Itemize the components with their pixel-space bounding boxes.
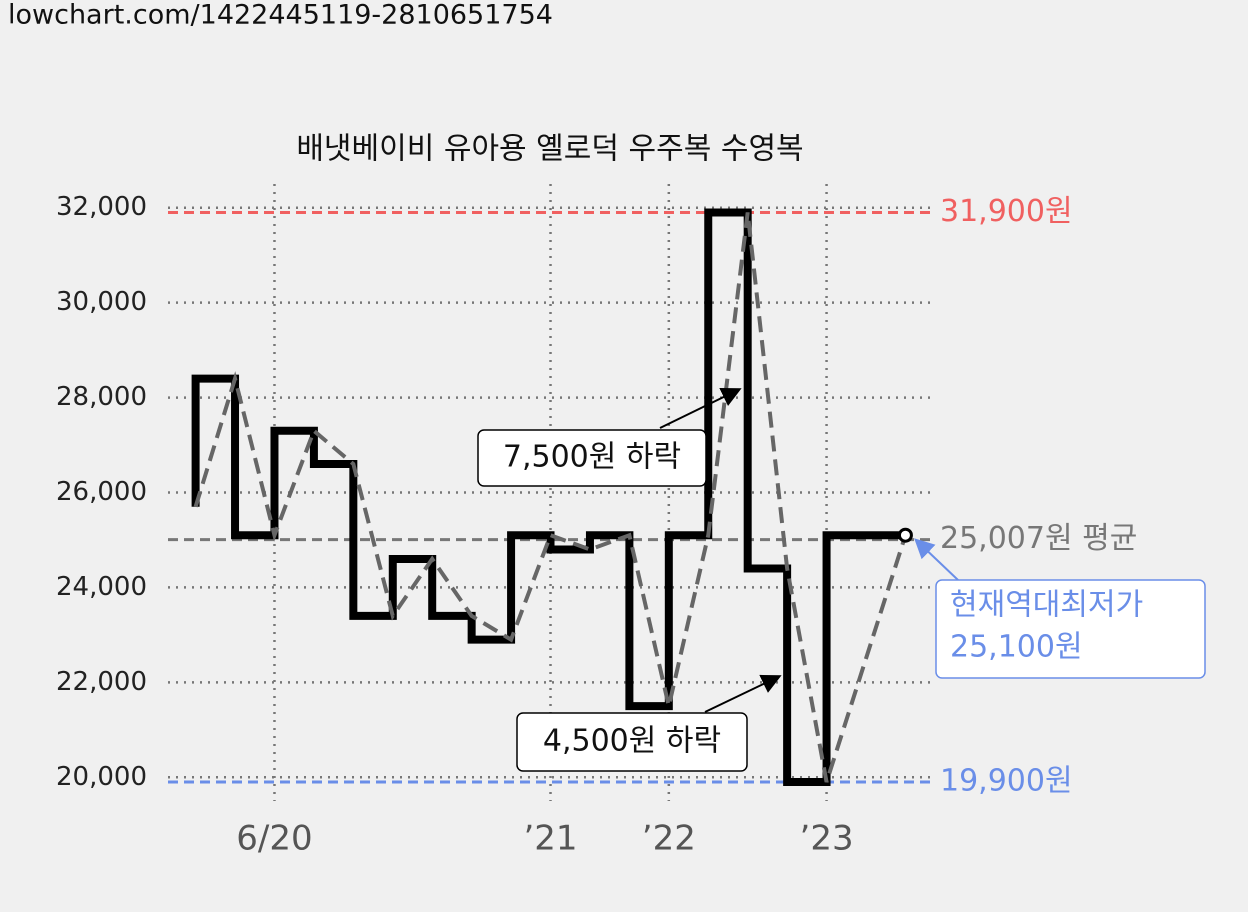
- x-tick-label: ’23: [800, 819, 854, 859]
- x-tick-label: 6/20: [236, 819, 312, 859]
- current-title: 현재역대최저가: [950, 588, 1143, 623]
- y-tick-label: 24,000: [56, 572, 147, 602]
- y-tick-label: 26,000: [56, 477, 147, 507]
- url: lowchart.com/1422445119-2810651754: [8, 0, 553, 31]
- reference-label: 25,007원 평균: [940, 521, 1137, 556]
- annotation-box: [477, 429, 707, 487]
- y-tick-label: 20,000: [56, 762, 147, 792]
- annotation-arrow: [659, 388, 742, 429]
- current-arrow: [914, 538, 959, 581]
- annotation-text: 7,500원 하락: [503, 440, 681, 475]
- current-box: [935, 579, 1206, 679]
- y-tick-label: 22,000: [56, 667, 147, 697]
- step-line: [191, 208, 906, 787]
- x-tick-label: ’21: [523, 819, 577, 859]
- reference-label: 31,900원: [940, 194, 1073, 229]
- annotation-box: [516, 712, 748, 772]
- current-point: [897, 527, 913, 543]
- y-tick-label: 28,000: [56, 382, 147, 412]
- reference-label: 19,900원: [940, 764, 1073, 799]
- x-tick-label: ’22: [642, 819, 696, 859]
- y-tick-label: 30,000: [56, 287, 147, 317]
- trend-line: [193, 212, 908, 783]
- annotation-arrow: [704, 674, 782, 713]
- chart-title: 배냇베이비 유아용 옐로덕 우주복 수영복: [296, 132, 803, 167]
- annotation-text: 4,500원 하락: [543, 724, 721, 759]
- current-price: 25,100원: [950, 630, 1083, 665]
- y-tick-label: 32,000: [56, 192, 147, 222]
